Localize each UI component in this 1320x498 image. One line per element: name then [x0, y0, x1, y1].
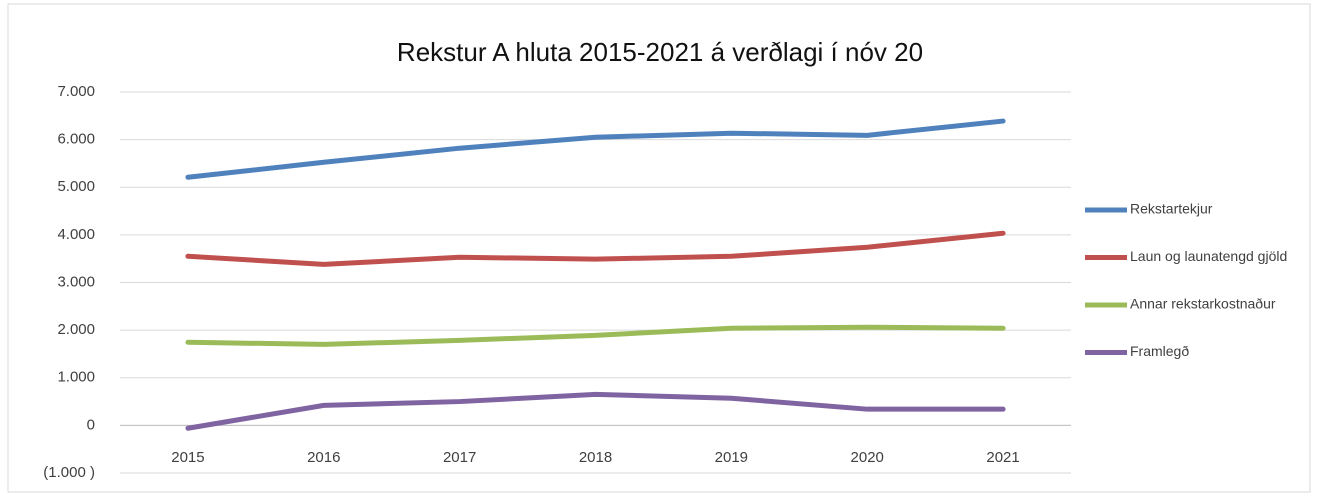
line	[185, 324, 1006, 347]
x-tick-label: 2017	[443, 449, 476, 466]
legend-label: Rekstartekjur	[1130, 201, 1213, 217]
chart-title: Rekstur A hluta 2015-2021 á verðlagi í n…	[397, 37, 923, 67]
line	[185, 391, 1006, 431]
x-tick-label: 2018	[579, 449, 612, 466]
x-tick-label: 2019	[715, 449, 748, 466]
y-tick-label: 1.000	[57, 369, 95, 386]
y-tick-label: 7.000	[57, 83, 95, 100]
y-tick-label: 0	[87, 416, 95, 433]
y-tick-label: 4.000	[57, 226, 95, 243]
y-tick-label: 2.000	[57, 321, 95, 338]
legend-label: Laun og launatengd gjöld	[1130, 248, 1287, 264]
y-tick-label: (1.000 )	[43, 464, 95, 481]
legend-label: Annar rekstarkostnaður	[1130, 296, 1276, 312]
chart-border	[7, 3, 1311, 493]
line	[185, 118, 1006, 180]
x-tick-label: 2016	[307, 449, 340, 466]
y-tick-label: 3.000	[57, 273, 95, 290]
line	[185, 230, 1006, 267]
x-tick-label: 2020	[851, 449, 884, 466]
x-tick-label: 2021	[986, 449, 1019, 466]
y-tick-label: 6.000	[57, 131, 95, 148]
legend-label: Framlegð	[1130, 343, 1189, 359]
x-tick-label: 2015	[171, 449, 204, 466]
y-tick-label: 5.000	[57, 178, 95, 195]
